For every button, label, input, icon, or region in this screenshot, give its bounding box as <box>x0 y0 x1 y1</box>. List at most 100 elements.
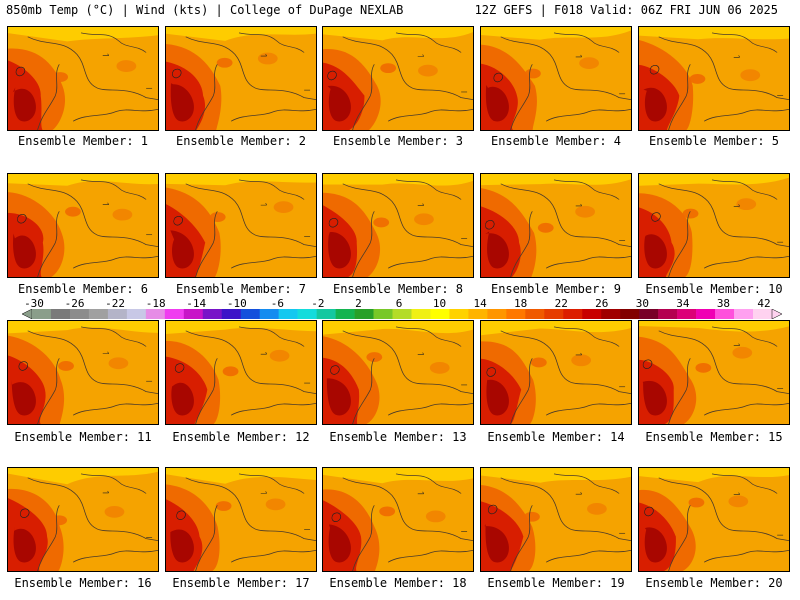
colorbar-swatch <box>50 309 71 319</box>
ensemble-member-label: Ensemble Member: 20 <box>645 576 783 590</box>
colorbar-swatch <box>658 309 678 319</box>
colorbar-swatch <box>297 309 317 319</box>
temperature-field-map <box>639 468 789 571</box>
ensemble-panel-15 <box>638 320 790 425</box>
colorbar-swatch <box>183 309 204 319</box>
colorbar-swatch <box>278 309 298 319</box>
ensemble-member-label: Ensemble Member: 3 <box>332 134 464 148</box>
ensemble-member-label: Ensemble Member: 12 <box>172 430 310 444</box>
colorbar-swatch <box>392 309 412 319</box>
ensemble-panel-20 <box>638 467 790 572</box>
temperature-field-map <box>8 321 158 424</box>
temperature-field-map <box>323 27 473 130</box>
colorbar-swatch <box>32 309 52 319</box>
colorbar-swatch <box>487 309 507 319</box>
ensemble-member-label: Ensemble Member: 7 <box>175 282 307 296</box>
ensemble-panel-7 <box>165 173 317 278</box>
ensemble-panel-4 <box>480 26 632 131</box>
colorbar-tick-label: -30 <box>24 297 44 310</box>
colorbar-swatch <box>696 309 716 319</box>
colorbar-tick-label: 22 <box>554 297 568 310</box>
ensemble-panel-19 <box>480 467 632 572</box>
colorbar-swatch <box>563 309 583 319</box>
ensemble-member-label: Ensemble Member: 10 <box>645 282 783 296</box>
colorbar-swatch <box>639 309 659 319</box>
ensemble-panel-18 <box>322 467 474 572</box>
temperature-field-map <box>639 174 789 277</box>
ensemble-panel-2 <box>165 26 317 131</box>
colorbar-swatch <box>715 309 735 319</box>
temperature-field-map <box>166 321 316 424</box>
ensemble-member-label: Ensemble Member: 1 <box>17 134 149 148</box>
colorbar-swatch <box>88 309 109 319</box>
temperature-field-map <box>323 174 473 277</box>
ensemble-panel-1 <box>7 26 159 131</box>
colorbar-swatch <box>753 309 773 319</box>
colorbar-tick-label: -26 <box>64 297 85 310</box>
ensemble-panel-5 <box>638 26 790 131</box>
ensemble-panel-3 <box>322 26 474 131</box>
map-title: 850mb Temp (°C) | Wind (kts) | College o… <box>6 3 404 17</box>
colorbar-swatch <box>221 309 242 319</box>
colorbar-swatch <box>430 309 450 319</box>
ensemble-panel-8 <box>322 173 474 278</box>
colorbar-swatch <box>468 309 488 319</box>
temperature-field-map <box>8 468 158 571</box>
colorbar-swatch <box>335 309 355 319</box>
colorbar-arrow-high <box>771 309 782 319</box>
ensemble-panel-6 <box>7 173 159 278</box>
ensemble-member-label: Ensemble Member: 13 <box>329 430 467 444</box>
ensemble-member-label: Ensemble Member: 16 <box>14 576 152 590</box>
colorbar-swatch <box>354 309 374 319</box>
colorbar-arrow-low <box>22 309 33 319</box>
ensemble-member-label: Ensemble Member: 4 <box>490 134 622 148</box>
temperature-field-map <box>481 321 631 424</box>
temperature-field-map <box>481 27 631 130</box>
colorbar-swatch <box>411 309 431 319</box>
model-run-info: 12Z GEFS | F018 Valid: 06Z FRI JUN 06 20… <box>474 3 778 17</box>
ensemble-member-label: Ensemble Member: 8 <box>332 282 464 296</box>
ensemble-panel-16 <box>7 467 159 572</box>
colorbar-swatch <box>620 309 640 319</box>
colorbar-swatch <box>240 309 260 319</box>
ensemble-panel-17 <box>165 467 317 572</box>
colorbar-swatch <box>145 309 166 319</box>
colorbar-swatch <box>107 309 128 319</box>
colorbar-tick-label: 42 <box>757 297 771 310</box>
ensemble-member-label: Ensemble Member: 17 <box>172 576 310 590</box>
ensemble-panel-9 <box>480 173 632 278</box>
ensemble-member-label: Ensemble Member: 18 <box>329 576 467 590</box>
colorbar-tick-label: -10 <box>226 297 247 310</box>
temperature-field-map <box>166 174 316 277</box>
colorbar-swatch <box>69 309 90 319</box>
colorbar-tick-label: -22 <box>105 297 126 310</box>
colorbar-tick-label: 10 <box>432 297 447 310</box>
colorbar-tick-label: 30 <box>635 297 649 310</box>
ensemble-member-label: Ensemble Member: 9 <box>490 282 622 296</box>
ensemble-panel-14 <box>480 320 632 425</box>
colorbar-tick-label: 26 <box>595 297 609 310</box>
colorbar-tick-label: 34 <box>676 297 690 310</box>
ensemble-member-label: Ensemble Member: 6 <box>17 282 149 296</box>
ensemble-panel-10 <box>638 173 790 278</box>
temperature-field-map <box>166 27 316 130</box>
colorbar-tick-label: 18 <box>514 297 528 310</box>
colorbar-swatch <box>126 309 147 319</box>
colorbar-tick-label: 2 <box>355 297 362 310</box>
colorbar-tick-label: -6 <box>270 297 284 310</box>
colorbar-swatch <box>259 309 279 319</box>
temperature-field-map <box>481 468 631 571</box>
ensemble-panel-11 <box>7 320 159 425</box>
colorbar-swatch <box>316 309 336 319</box>
ensemble-member-label: Ensemble Member: 11 <box>14 430 152 444</box>
ensemble-member-label: Ensemble Member: 5 <box>648 134 780 148</box>
colorbar-swatch <box>449 309 469 319</box>
colorbar-tick-label: -14 <box>186 297 207 310</box>
colorbar-swatch <box>506 309 526 319</box>
ensemble-panel-13 <box>322 320 474 425</box>
temperature-field-map <box>481 174 631 277</box>
colorbar-tick-label: -18 <box>145 297 166 310</box>
temperature-field-map <box>8 174 158 277</box>
colorbar-tick-label: 38 <box>716 297 731 310</box>
colorbar-swatch <box>734 309 754 319</box>
